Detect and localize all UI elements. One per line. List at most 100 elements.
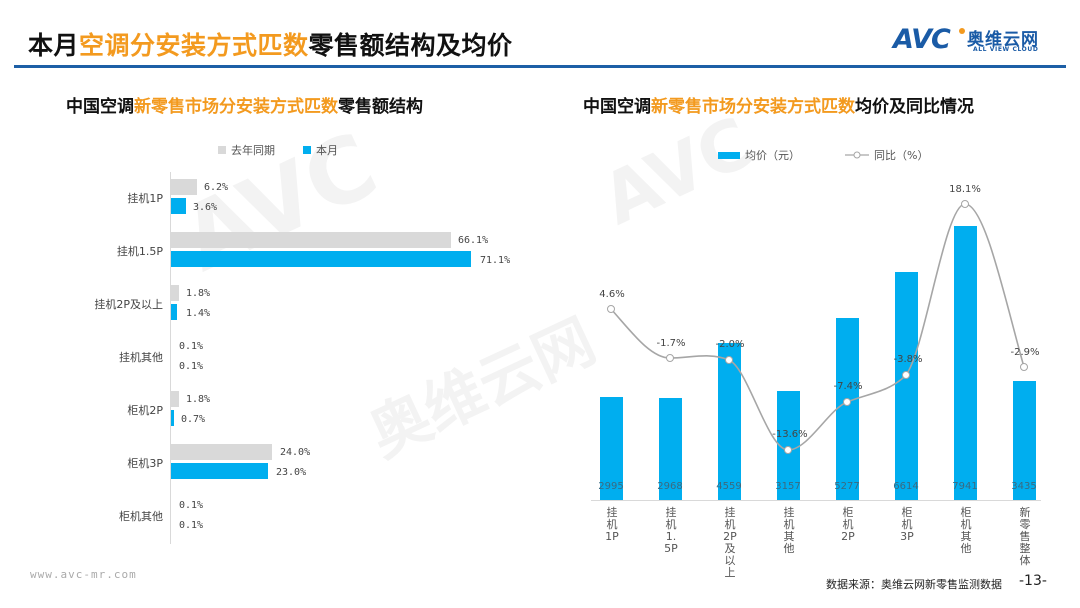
left-chart-axis: [170, 172, 171, 544]
bar-cur: [171, 198, 186, 214]
right-title-highlight: 新零售市场分安装方式匹数: [651, 97, 855, 117]
left-title-prefix: 中国空调: [66, 97, 134, 117]
x-category-label: 柜机3P: [900, 506, 914, 543]
bar-value: 1.8%: [186, 394, 211, 405]
footer-url: www.avc-mr.com: [30, 568, 137, 581]
x-category-label: 新零售整体: [1019, 506, 1031, 567]
page-title: 本月空调分安装方式匹数零售额结构及均价: [28, 26, 513, 62]
line-point: [607, 305, 615, 313]
yoy-label: -7.4%: [833, 381, 863, 392]
bar-avg-price: [777, 391, 800, 500]
page-number: -13-: [1019, 573, 1047, 589]
title-divider: [14, 65, 1066, 68]
legend-swatch-bar: [718, 151, 740, 159]
yoy-label: -2.9%: [1010, 347, 1040, 358]
right-title-prefix: 中国空调: [583, 97, 651, 117]
category-label: 柜机3P: [127, 457, 163, 470]
bar-value: 23.0%: [276, 467, 307, 478]
category-label: 柜机其他: [119, 510, 163, 523]
bar-prev: [171, 391, 179, 407]
right-chart-baseline: [591, 500, 1041, 501]
bar-avg-price: [1013, 381, 1036, 500]
bar-value: 2968: [657, 481, 683, 492]
x-category-label: 挂机1.5P: [664, 506, 678, 555]
line-point: [784, 446, 792, 454]
x-category-label: 柜机其他: [960, 506, 972, 555]
bar-value: 0.7%: [181, 414, 206, 425]
bar-value: 7941: [952, 481, 978, 492]
legend-label-line: 同比（%）: [874, 149, 929, 162]
category-label: 柜机2P: [127, 404, 163, 417]
bar-value: 5277: [834, 481, 860, 492]
legend-swatch-cur: [303, 146, 311, 154]
bar-value: 1.4%: [186, 308, 211, 319]
bar-value: 3.6%: [193, 202, 218, 213]
legend-label-prev: 去年同期: [231, 144, 275, 157]
bar-value: 24.0%: [280, 447, 311, 458]
legend-swatch-prev: [218, 146, 226, 154]
bar-value: 3157: [775, 481, 801, 492]
line-point: [902, 371, 910, 379]
line-point: [725, 356, 733, 364]
bar-value: 6614: [893, 481, 919, 492]
left-chart-title: 中国空调新零售市场分安装方式匹数零售额结构: [66, 92, 423, 117]
yoy-label: -2.0%: [715, 339, 745, 350]
yoy-label: -1.7%: [656, 338, 686, 349]
bar-avg-price: [836, 318, 859, 500]
x-category-label: 柜机2P: [841, 506, 855, 543]
bar-value: 2995: [598, 481, 624, 492]
bar-value: 0.1%: [179, 520, 204, 531]
bar-prev: [171, 179, 197, 195]
bar-value: 66.1%: [458, 235, 489, 246]
logo: AVC 奥维云网 ALL VIEW CLOUD: [893, 24, 1063, 55]
bar-cur: [171, 304, 177, 320]
category-label: 挂机2P及以上: [94, 298, 163, 311]
logo-mark: AVC: [893, 24, 951, 55]
logo-cn: 奥维云网: [967, 30, 1039, 50]
x-category-label: 挂机2P及以上: [723, 506, 737, 579]
bar-cur: [171, 410, 174, 426]
category-label: 挂机1P: [127, 192, 163, 205]
x-category-label: 挂机其他: [783, 506, 795, 555]
bar-prev: [171, 285, 179, 301]
bar-avg-price: [600, 397, 623, 500]
bar-value: 71.1%: [480, 255, 511, 266]
bar-value: 0.1%: [179, 361, 204, 372]
bar-value: 1.8%: [186, 288, 211, 299]
title-highlight: 空调分安装方式匹数: [79, 31, 309, 60]
left-title-suffix: 零售额结构: [338, 97, 423, 117]
bar-cur: [171, 251, 471, 267]
logo-dot-icon: [959, 28, 965, 34]
bar-prev: [171, 444, 272, 460]
bar-value: 4559: [716, 481, 742, 492]
yoy-label: -3.8%: [893, 354, 923, 365]
data-source: 数据来源：奥维云网新零售监测数据: [826, 578, 1002, 591]
bar-value: 0.1%: [179, 500, 204, 511]
yoy-label: -13.6%: [772, 429, 808, 440]
title-prefix: 本月: [28, 31, 80, 60]
yoy-label: 4.6%: [599, 289, 625, 300]
line-point: [1020, 363, 1028, 371]
right-legend: 均价（元） 同比（%）: [718, 147, 928, 163]
bar-cur: [171, 463, 268, 479]
title-suffix: 零售额结构及均价: [308, 31, 513, 60]
category-label: 挂机1.5P: [116, 245, 163, 258]
line-point: [961, 200, 969, 208]
legend-label-bar: 均价（元）: [745, 149, 800, 162]
logo-en: ALL VIEW CLOUD: [973, 46, 1039, 53]
line-point: [666, 354, 674, 362]
right-chart-title: 中国空调新零售市场分安装方式匹数均价及同比情况: [583, 92, 974, 117]
bar-value: 0.1%: [179, 341, 204, 352]
bar-avg-price: [718, 343, 741, 500]
left-title-highlight: 新零售市场分安装方式匹数: [134, 97, 338, 117]
right-title-suffix: 均价及同比情况: [855, 97, 974, 117]
bar-avg-price: [954, 226, 977, 500]
category-label: 挂机其他: [119, 351, 163, 364]
line-point: [843, 398, 851, 406]
bar-avg-price: [659, 398, 682, 500]
bar-value: 3435: [1011, 481, 1037, 492]
legend-line-marker-icon: [845, 150, 869, 160]
legend-label-cur: 本月: [316, 144, 338, 157]
x-category-label: 挂机1P: [605, 506, 619, 543]
